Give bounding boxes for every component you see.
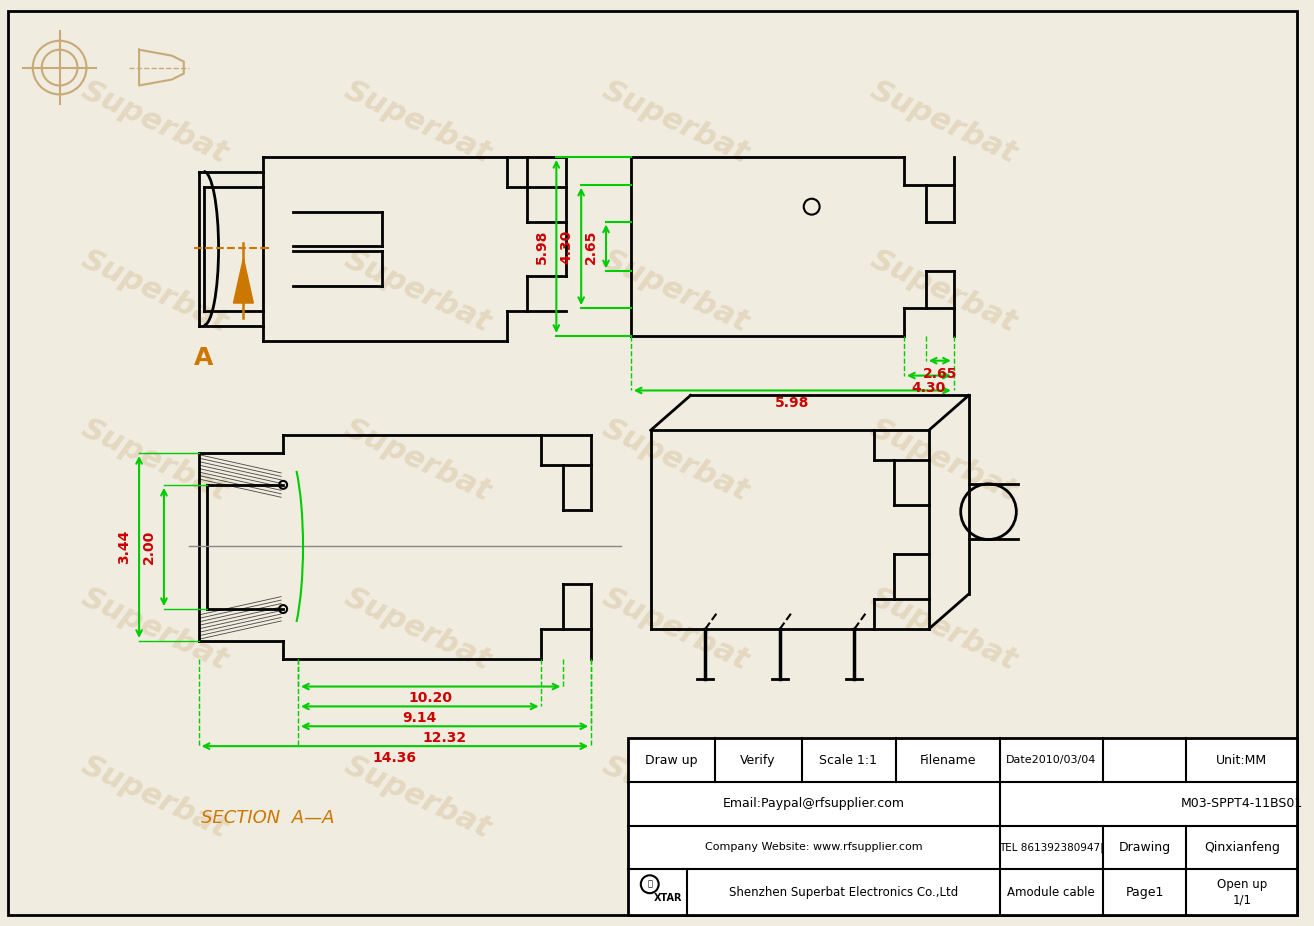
Bar — [628, 738, 1297, 915]
Text: 5.98: 5.98 — [775, 396, 809, 410]
Bar — [628, 738, 1297, 915]
Text: Open up
1/1: Open up 1/1 — [1217, 878, 1267, 907]
Text: Verify: Verify — [740, 754, 775, 767]
Text: Draw up: Draw up — [645, 754, 698, 767]
Text: Superbat: Superbat — [339, 244, 495, 338]
Text: 14.36: 14.36 — [372, 751, 417, 765]
Polygon shape — [234, 258, 254, 303]
Text: Superbat: Superbat — [76, 244, 231, 338]
Text: Unit:MM: Unit:MM — [1217, 754, 1268, 767]
Text: Superbat: Superbat — [866, 413, 1022, 507]
Text: ⛹: ⛹ — [648, 880, 652, 889]
Text: Superbat: Superbat — [76, 413, 231, 507]
Text: Company Website: www.rfsupplier.com: Company Website: www.rfsupplier.com — [704, 843, 922, 853]
Text: Superbat: Superbat — [76, 751, 231, 845]
Text: 4.30: 4.30 — [560, 230, 573, 264]
Text: Superbat: Superbat — [598, 244, 753, 338]
Text: Superbat: Superbat — [76, 76, 231, 169]
Text: Filename: Filename — [920, 754, 976, 767]
Text: SECTION  A—A: SECTION A—A — [201, 808, 335, 827]
Text: Superbat: Superbat — [339, 582, 495, 676]
Text: 4.30: 4.30 — [912, 382, 946, 395]
Text: Shenzhen Superbat Electronics Co.,Ltd: Shenzhen Superbat Electronics Co.,Ltd — [729, 885, 958, 899]
Text: Page1: Page1 — [1125, 885, 1164, 899]
Text: Superbat: Superbat — [598, 751, 753, 845]
Text: Superbat: Superbat — [339, 76, 495, 169]
Text: 10.20: 10.20 — [409, 692, 452, 706]
Text: 2.65: 2.65 — [585, 230, 598, 264]
Text: Superbat: Superbat — [598, 413, 753, 507]
Text: Superbat: Superbat — [866, 582, 1022, 676]
Text: Superbat: Superbat — [866, 244, 1022, 338]
Text: Superbat: Superbat — [598, 76, 753, 169]
Text: TEL 861392380947|: TEL 861392380947| — [999, 843, 1104, 853]
Text: XTAR: XTAR — [653, 894, 682, 903]
Text: Email:Paypal@rfsupplier.com: Email:Paypal@rfsupplier.com — [723, 797, 904, 810]
Text: 5.98: 5.98 — [535, 230, 548, 264]
Text: 12.32: 12.32 — [422, 732, 466, 745]
Text: Superbat: Superbat — [866, 76, 1022, 169]
Text: Drawing: Drawing — [1118, 841, 1171, 854]
Text: Amodule cable: Amodule cable — [1008, 885, 1095, 899]
Text: Superbat: Superbat — [76, 582, 231, 676]
Text: A: A — [194, 345, 213, 369]
Text: 2.00: 2.00 — [142, 530, 156, 564]
Text: 9.14: 9.14 — [402, 711, 436, 725]
Text: M03-SPPT4-11BS01: M03-SPPT4-11BS01 — [1181, 797, 1303, 810]
Text: Date2010/03/04: Date2010/03/04 — [1007, 755, 1096, 765]
Text: 2.65: 2.65 — [922, 367, 957, 381]
Text: Superbat: Superbat — [339, 413, 495, 507]
Text: Qinxianfeng: Qinxianfeng — [1204, 841, 1280, 854]
Text: Superbat: Superbat — [866, 751, 1022, 845]
Text: Scale 1:1: Scale 1:1 — [820, 754, 878, 767]
Text: Superbat: Superbat — [339, 751, 495, 845]
Text: Superbat: Superbat — [598, 582, 753, 676]
Text: 3.44: 3.44 — [117, 530, 131, 564]
